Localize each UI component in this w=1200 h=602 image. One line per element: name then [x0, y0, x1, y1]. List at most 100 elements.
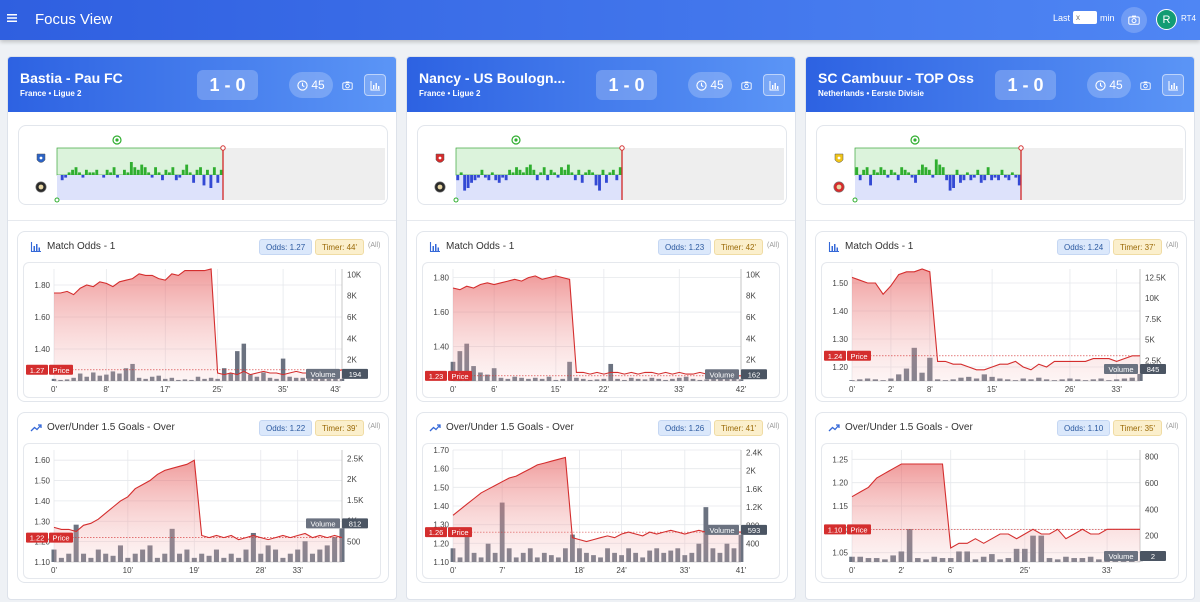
momentum-bar [532, 169, 536, 175]
match-panel: Nancy - US Boulogn... France • Ligue 2 1… [406, 56, 796, 600]
volume-tag [306, 368, 340, 379]
momentum-bar [1014, 175, 1018, 178]
all-filter[interactable]: (All) [368, 242, 381, 249]
x-tick-label: 19' [189, 566, 200, 575]
snapshot-button[interactable] [336, 74, 358, 96]
momentum-bar [591, 172, 595, 175]
momentum-bar [972, 175, 976, 178]
price-line [452, 456, 741, 543]
momentum-bar [594, 175, 598, 186]
momentum-bar [896, 175, 900, 181]
y-tick-label: 1.40 [433, 502, 449, 511]
score-display: 1 - 0 [995, 70, 1056, 100]
momentum-bar [480, 169, 484, 175]
momentum-bar [174, 175, 178, 181]
y2-tick-label: 600 [1145, 479, 1159, 488]
momentum-bar [487, 175, 491, 181]
momentum-bar [886, 175, 890, 178]
x-tick-label: 0' [450, 385, 456, 394]
last-minutes-control: Last min [1053, 11, 1115, 24]
x-tick-label: 0' [51, 385, 57, 394]
momentum-bar [202, 175, 206, 186]
y2-tick-label: 500 [347, 537, 361, 546]
snapshot-button[interactable] [1121, 7, 1147, 33]
timer-badge: Timer: 37' [1113, 239, 1163, 255]
all-filter[interactable]: (All) [1166, 242, 1179, 249]
momentum-bar [570, 172, 574, 175]
kickoff-marker [453, 197, 459, 203]
market-card-match-odds: Match Odds - 1 Odds: 1.23 Timer: 42' (Al… [416, 231, 788, 402]
clock-icon [297, 79, 308, 91]
chart-toggle-button[interactable] [763, 74, 785, 96]
user-tag: RT4 [1181, 14, 1196, 23]
match-minute: 45 [1087, 72, 1131, 98]
x-tick-label: 18' [574, 566, 585, 575]
volume-tag [1104, 363, 1138, 374]
price-value-tag [824, 524, 846, 535]
price-tag [49, 364, 73, 375]
x-tick-label: 15' [551, 385, 562, 394]
momentum-bar [900, 167, 904, 175]
kickoff-marker [852, 197, 858, 203]
goal-icon-dot [514, 138, 518, 142]
y2-tick-label: 2K [347, 475, 357, 484]
odds-badge: Odds: 1.22 [259, 420, 313, 436]
momentum-bar [212, 167, 216, 175]
all-filter[interactable]: (All) [1166, 423, 1179, 430]
momentum-bar [515, 167, 518, 175]
clock-icon [696, 79, 707, 91]
momentum-bar [195, 169, 199, 175]
y2-tick-label: 2K [746, 356, 756, 365]
avatar[interactable]: R [1156, 9, 1177, 30]
momentum-bar [563, 169, 567, 175]
momentum-bar [463, 175, 467, 191]
volume-value-label: 812 [349, 519, 362, 528]
y-tick-label: 1.60 [433, 308, 449, 317]
momentum-bar [921, 164, 924, 175]
momentum-bar [1000, 169, 1004, 175]
hamburger-icon[interactable] [6, 12, 18, 26]
price-value-label: 1.10 [828, 525, 843, 534]
x-tick-label: 7' [499, 566, 505, 575]
x-tick-label: 33' [1102, 566, 1113, 575]
match-title: Nancy - US Boulogn... [419, 70, 566, 86]
momentum-bar [927, 169, 931, 175]
x-tick-label: 33' [292, 566, 303, 575]
market-title: Match Odds - 1 [845, 241, 914, 252]
all-filter[interactable]: (All) [767, 423, 780, 430]
clock-icon [1095, 79, 1106, 91]
momentum-bar [546, 175, 550, 181]
all-filter[interactable]: (All) [767, 242, 780, 249]
price-tag [448, 527, 472, 538]
bar-chart-icon [30, 242, 41, 253]
chart-toggle-button[interactable] [1162, 74, 1184, 96]
price-line [851, 268, 1140, 371]
x-tick-label: 0' [450, 566, 456, 575]
y-tick-label: 1.50 [433, 483, 449, 492]
y2-tick-label: 1.2K [746, 503, 763, 512]
all-filter[interactable]: (All) [368, 423, 381, 430]
y-tick-label: 1.40 [433, 343, 449, 352]
match-minute: 45 [289, 72, 333, 98]
snapshot-button[interactable] [735, 74, 757, 96]
camera-icon [341, 81, 353, 90]
y-tick-label: 1.30 [832, 335, 848, 344]
y2-tick-label: 10K [1145, 294, 1160, 303]
x-tick-label: 25' [212, 385, 223, 394]
momentum-bar [199, 167, 202, 175]
snapshot-button[interactable] [1134, 74, 1156, 96]
chart-toggle-button[interactable] [364, 74, 386, 96]
home-badge-emblem [837, 156, 841, 160]
momentum-bar [518, 169, 522, 175]
momentum-bar [948, 175, 952, 191]
home-pressure-zone [455, 147, 623, 176]
momentum-bar [67, 172, 71, 175]
momentum-bar [618, 167, 622, 175]
last-minutes-input[interactable] [1073, 11, 1098, 24]
price-tag [49, 532, 73, 543]
momentum-bar [105, 169, 109, 175]
momentum-bar [573, 175, 577, 181]
momentum-bar [456, 175, 460, 181]
volume-value-tag [342, 518, 368, 529]
